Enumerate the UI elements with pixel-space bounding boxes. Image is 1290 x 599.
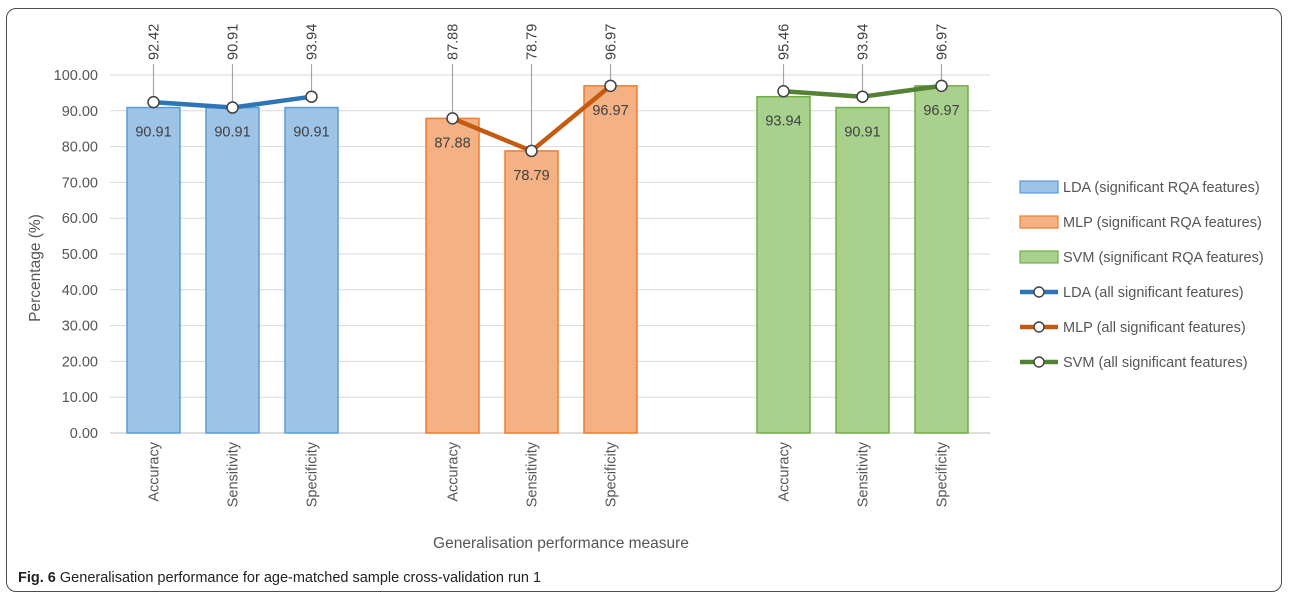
line-data-label: 96.97 [604, 24, 620, 60]
bar-data-label: 87.88 [434, 135, 470, 151]
y-tick-label: 0.00 [70, 426, 98, 442]
legend-swatch-marker [1033, 356, 1045, 368]
line-data-label: 93.94 [305, 24, 321, 60]
line-point-marker [935, 79, 948, 93]
line-series: 92.42 90.91 93.94 87.88 78.79 96.97 95.46 93.94… [147, 24, 951, 158]
legend-swatch-marker [1033, 286, 1045, 298]
y-axis: 0.00 10.00 20.00 30.00 40.00 50.00 60.00 70.00 8… [54, 68, 98, 442]
x-tick-label: Specificity [305, 441, 321, 507]
y-tick-label: 70.00 [62, 175, 98, 191]
bar [583, 85, 638, 434]
line-data-label: 90.91 [226, 24, 242, 60]
legend-label: SVM (all significant features) [1063, 355, 1248, 371]
line-point-marker [856, 90, 869, 103]
line-data-label: 78.79 [525, 24, 541, 60]
bar [284, 106, 339, 434]
bar-data-label: 96.97 [923, 103, 959, 119]
line-data-label: 87.88 [446, 24, 462, 60]
bar [756, 95, 811, 434]
bar-series: 90.91 90.91 90.91 87.88 78.79 96.97 93.94 90.91… [126, 85, 969, 434]
legend-label: MLP (all significant features) [1063, 320, 1246, 336]
line-point-marker [147, 95, 160, 109]
bar-data-label: 78.79 [513, 168, 549, 184]
bar-data-label: 96.97 [592, 103, 628, 119]
legend-label: SVM (significant RQA features) [1063, 250, 1264, 266]
y-tick-label: 80.00 [62, 140, 98, 156]
bar [425, 117, 480, 434]
bar [205, 106, 260, 434]
bar-data-label: 90.91 [844, 125, 880, 141]
x-tick-label: Accuracy [446, 441, 462, 501]
line-point-marker [604, 79, 617, 93]
legend-label: LDA (all significant features) [1063, 285, 1244, 301]
x-tick-label: Accuracy [147, 441, 163, 501]
x-tick-label: Sensitivity [525, 441, 541, 507]
line-point-marker [525, 144, 538, 158]
bar-data-label: 90.91 [293, 125, 329, 141]
legend-label: LDA (significant RQA features) [1063, 180, 1260, 196]
line-point-marker [777, 85, 790, 98]
bar-data-label: 93.94 [765, 114, 801, 130]
legend-label: MLP (significant RQA features) [1063, 215, 1262, 231]
legend-swatch-marker [1033, 321, 1045, 333]
bar [835, 106, 890, 434]
bar [126, 106, 181, 434]
y-tick-label: 60.00 [62, 211, 98, 227]
legend-swatch-bar [1019, 180, 1059, 194]
legend-swatch-bar [1019, 250, 1059, 264]
line-point-marker [305, 90, 318, 103]
line-data-label: 93.94 [856, 24, 872, 60]
y-tick-label: 20.00 [62, 354, 98, 370]
x-axis-title: Generalisation performance measure [433, 535, 689, 552]
legend: LDA (significant RQA features) MLP (signi… [1019, 180, 1264, 371]
y-tick-label: 30.00 [62, 319, 98, 335]
line-data-label: 95.46 [777, 24, 793, 60]
figure-caption: Fig. 6 Generalisation performance for ag… [18, 570, 541, 586]
line-data-label: 92.42 [147, 24, 163, 60]
x-axis: Accuracy Sensitivity Specificity Accuracy Se… [147, 441, 951, 507]
y-axis-title: Percentage (%) [27, 214, 44, 322]
line-point-marker [226, 101, 239, 114]
bar-data-label: 90.91 [135, 125, 171, 141]
line-data-label: 96.97 [935, 24, 951, 60]
caption-label: Fig. 6 [18, 570, 56, 586]
y-tick-label: 90.00 [62, 104, 98, 120]
x-tick-label: Specificity [935, 441, 951, 507]
y-tick-label: 10.00 [62, 390, 98, 406]
caption-text: Generalisation performance for age-match… [59, 570, 542, 586]
x-tick-label: Sensitivity [856, 441, 872, 507]
y-tick-label: 50.00 [62, 247, 98, 263]
bar [914, 85, 969, 434]
y-tick-label: 100.00 [54, 68, 98, 84]
x-tick-label: Specificity [604, 441, 620, 507]
line-point-marker [446, 112, 459, 125]
bar [504, 150, 559, 434]
y-tick-label: 40.00 [62, 283, 98, 299]
bar-data-label: 90.91 [214, 125, 250, 141]
x-tick-label: Sensitivity [226, 441, 242, 507]
x-tick-label: Accuracy [777, 441, 793, 501]
legend-swatch-bar [1019, 215, 1059, 229]
